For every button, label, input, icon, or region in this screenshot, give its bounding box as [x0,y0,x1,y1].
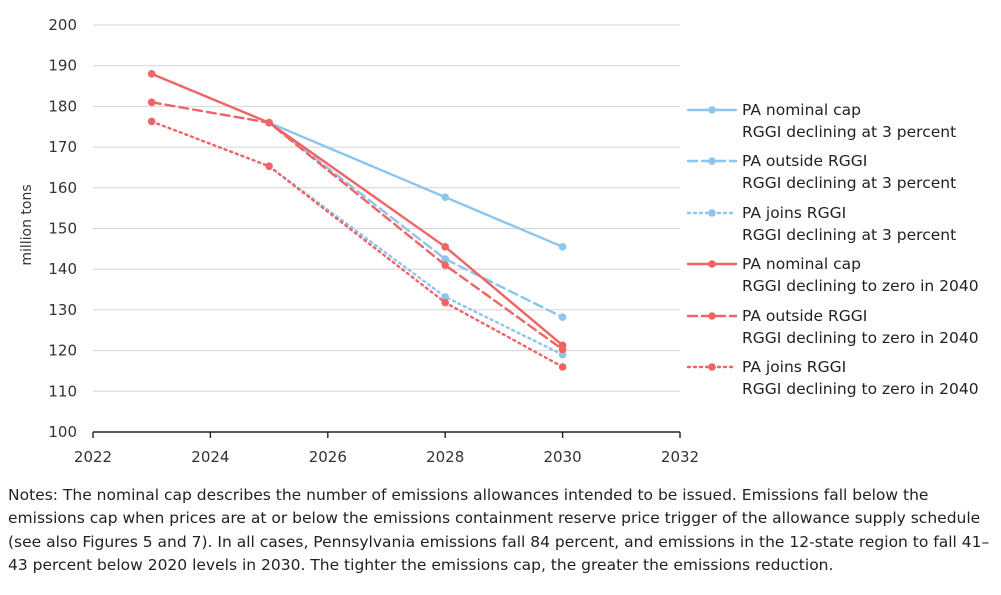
data-point [558,345,567,354]
legend-item: PA nominal cap RGGI declining to zero in … [686,253,996,304]
data-point [558,243,567,251]
series-3 [265,162,567,359]
legend-item: PA outside RGGI RGGI declining to zero in… [686,305,996,356]
y-tick-label: 160 [48,179,77,197]
legend-swatch [686,106,738,114]
y-tick-label: 190 [48,57,77,75]
legend-scenario: RGGI declining at 3 percent [742,123,957,141]
legend-item: PA joins RGGI RGGI declining to zero in 2… [686,356,996,407]
data-point [441,255,450,263]
y-tick-label: 100 [48,423,77,441]
x-tick-label: 2026 [309,448,347,466]
y-tick-label: 110 [48,382,77,400]
y-tick-label: 140 [48,260,77,278]
x-axis-ticks: 2022 2024 2026 2028 2030 2032 [74,432,699,466]
y-tick-label: 170 [48,138,77,156]
y-axis-label: million tons [19,184,35,265]
legend-series-name: PA nominal cap [742,101,862,119]
legend: PA nominal cap RGGI declining at 3 percen… [686,99,996,407]
series-6 [147,117,567,371]
series-1 [265,118,567,251]
legend-series-name: PA joins RGGI [742,203,847,222]
y-axis-ticks: 100 110 120 130 140 150 160 170 180 190 200 [48,16,77,441]
x-tick-label: 2024 [191,448,229,466]
data-point [265,118,273,127]
data-point [558,350,567,359]
data-point [441,293,450,301]
legend-scenario: RGGI declining at 3 percent [742,174,957,193]
legend-scenario: RGGI declining to zero in 2040 [742,328,979,347]
legend-swatch [686,260,738,268]
data-point [441,261,450,269]
y-tick-label: 120 [48,342,77,360]
data-point [441,193,450,201]
legend-scenario: RGGI declining at 3 percent [742,225,957,244]
x-tick-label: 2032 [661,448,699,466]
data-point [147,117,156,126]
data-point [441,298,450,307]
gridlines [93,24,680,392]
data-point [441,243,450,251]
legend-item: PA joins RGGI RGGI declining at 3 percent [686,202,996,253]
legend-series-name: PA nominal cap [742,255,862,274]
data-point [558,363,567,371]
y-tick-label: 150 [48,220,77,238]
legend-series-name: PA joins RGGI [742,357,847,376]
legend-series-name: PA outside RGGI [742,306,868,325]
series-layer [147,70,567,371]
chart-notes: Notes: The nominal cap describes the num… [8,486,990,574]
data-point [147,70,156,78]
x-tick-label: 2030 [544,448,582,466]
legend-swatch [686,208,738,217]
data-point [265,162,273,171]
x-tick-label: 2022 [74,448,112,466]
series-5 [147,98,567,354]
y-tick-label: 180 [48,97,77,115]
legend-swatch [686,363,738,371]
legend-swatch [686,157,738,166]
series-2 [265,118,567,322]
series-line [150,72,564,347]
series-line [150,101,564,351]
legend-series-name: PA outside RGGI [742,152,868,171]
series-line [267,121,564,319]
y-tick-label: 130 [48,301,77,319]
legend-swatch [686,311,738,320]
x-tick-label: 2028 [426,448,464,466]
data-point [147,98,156,107]
legend-scenario: RGGI declining to zero in 2040 [742,277,979,296]
series-line [150,120,564,369]
legend-item: PA nominal cap RGGI declining at 3 percen… [686,99,996,150]
legend-scenario: RGGI declining to zero in 2040 [742,379,979,398]
data-point [558,313,567,322]
legend-item: PA outside RGGI RGGI declining at 3 perce… [686,150,996,201]
y-tick-label: 200 [48,16,77,34]
series-line [267,165,564,356]
